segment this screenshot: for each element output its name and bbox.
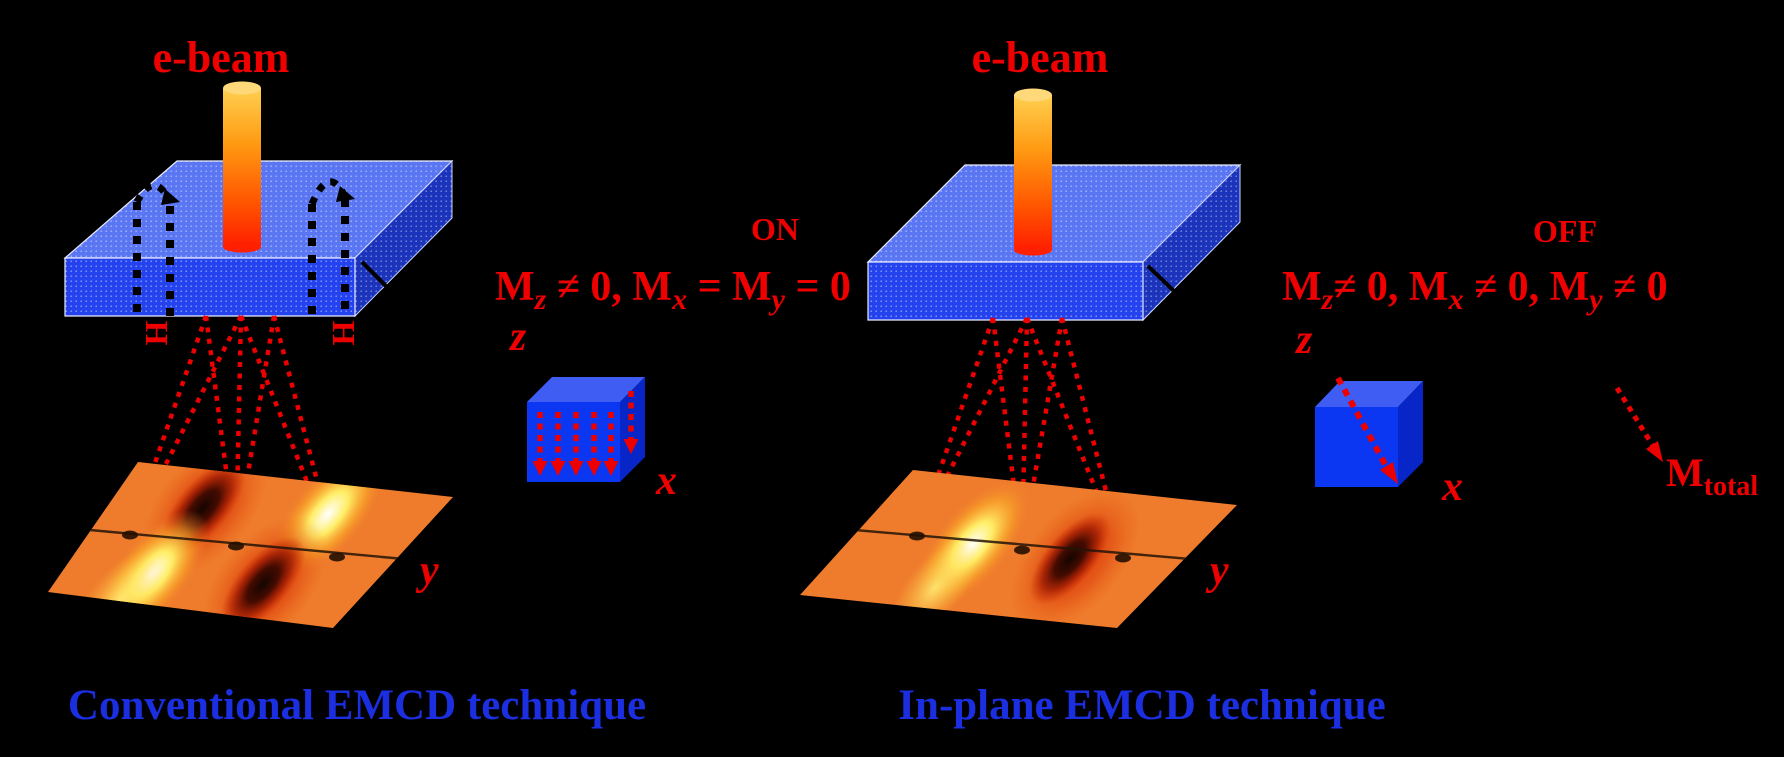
moment-arrowhead-icon <box>532 461 548 476</box>
heat-blob-dark <box>220 536 306 628</box>
left-magnetization-cube <box>527 377 645 482</box>
cube-top-face <box>527 377 645 402</box>
left-beam-bottom <box>223 241 261 253</box>
field-arc-right <box>308 178 347 206</box>
left-field-lines <box>133 178 355 316</box>
middle-magnetization-state: ON Mz ≠ 0, Mx = My = 0 z <box>495 211 851 504</box>
moment-arrowhead-icon <box>603 461 619 476</box>
right-beam-top <box>1014 88 1052 102</box>
beam-ray <box>233 315 277 547</box>
cube-side-face <box>1398 381 1423 487</box>
right-slab-top-texture <box>868 165 1240 262</box>
right-slab-front-texture <box>868 262 1143 320</box>
diffraction-spot <box>1014 545 1030 555</box>
field-arrowhead-left-icon <box>161 189 180 205</box>
right-caption: In-plane EMCD technique <box>898 682 1385 729</box>
right-x-axis-label: x <box>1441 464 1463 510</box>
eq-term: M <box>495 264 535 310</box>
right-magnetization-state: OFF Mz≠ 0, Mx ≠ 0, My ≠ 0 z x Mtotal <box>1282 213 1758 510</box>
moment-arrowhead-icon <box>568 461 584 476</box>
left-caption: Conventional EMCD technique <box>68 682 646 729</box>
eq-subscript: y <box>1586 283 1603 316</box>
right-ebeam-label: e-beam <box>972 33 1109 82</box>
left-slab-notch-line <box>360 260 392 292</box>
eq-term: M <box>732 264 772 310</box>
diffraction-spot <box>122 530 138 540</box>
left-systematic-row-line <box>89 528 416 562</box>
diffraction-spot <box>329 552 345 562</box>
cube-top-face <box>1315 381 1423 407</box>
mtotal-subscript: total <box>1704 471 1759 502</box>
eq-term: ≠ 0 <box>1603 264 1668 310</box>
beam-ray <box>238 315 340 558</box>
beam-ray <box>203 315 239 547</box>
mtotal-label: Mtotal <box>1666 450 1758 502</box>
right-beam-column <box>1014 95 1052 250</box>
tilted-moment-arrowhead-icon <box>1380 462 1398 484</box>
left-x-axis-label: x <box>655 458 677 504</box>
right-sample-slab <box>866 163 1242 322</box>
mtotal-arrow <box>1614 386 1656 448</box>
field-on-label: ON <box>751 211 799 247</box>
mtotal-vector: Mtotal <box>1614 386 1758 502</box>
left-beam-top <box>223 81 261 95</box>
cube-moment-arrows <box>537 391 634 461</box>
eq-term: = 0 <box>785 264 851 310</box>
right-ebeam-cylinder <box>1014 88 1052 256</box>
beam-ray <box>990 317 1025 551</box>
left-z-axis-label: z <box>508 314 527 360</box>
eq-term: ≠ 0, <box>1464 264 1550 310</box>
right-z-axis-label: z <box>1294 317 1313 363</box>
eq-subscript: z <box>1321 283 1334 316</box>
eq-subscript: x <box>671 283 687 316</box>
eq-term: = <box>687 264 732 310</box>
mtotal-arrowhead-icon <box>1646 441 1663 462</box>
left-ebeam-label: e-beam <box>153 33 290 82</box>
eq-subscript: x <box>1448 283 1464 316</box>
right-magnetization-equation: Mz≠ 0, Mx ≠ 0, My ≠ 0 <box>1282 264 1668 316</box>
right-slab-notch-line <box>1146 264 1178 295</box>
h-field-label-left: H <box>139 321 175 346</box>
eq-term: M <box>1550 264 1590 310</box>
h-field-label-right: H <box>326 321 362 346</box>
beam-ray <box>914 317 996 537</box>
moment-arrowhead-icon <box>550 461 566 476</box>
moment-arrowhead-icon <box>586 461 602 476</box>
right-beam-bottom <box>1014 244 1052 256</box>
beam-ray <box>1019 317 1030 551</box>
field-off-label: OFF <box>1533 213 1597 249</box>
field-arrowhead-right-icon <box>336 186 355 202</box>
left-beam-column <box>223 88 261 247</box>
heat-blob-dark <box>1029 513 1111 605</box>
beam-ray <box>233 315 244 547</box>
cube-front-face <box>1315 407 1398 487</box>
left-magnetization-equation: Mz ≠ 0, Mx = My = 0 <box>495 264 851 316</box>
right-magnetization-cube <box>1315 376 1423 487</box>
cube-moment-arrowheads <box>532 439 639 476</box>
eq-term: M <box>1282 264 1322 310</box>
diffraction-spot <box>228 541 244 551</box>
eq-subscript: z <box>534 283 547 316</box>
field-arc-left <box>133 182 170 204</box>
eq-term: M <box>1409 264 1449 310</box>
tilted-moment-arrow <box>1335 376 1389 468</box>
mtotal-main: M <box>1666 450 1704 495</box>
eq-term: M <box>632 264 672 310</box>
eq-subscript: y <box>769 283 786 316</box>
left-ebeam-cylinder <box>223 81 261 253</box>
beam-ray <box>127 315 209 536</box>
moment-arrowhead-icon <box>623 439 639 454</box>
diffraction-spot <box>1115 553 1131 563</box>
right-slab-side-texture <box>1143 165 1240 320</box>
eq-term: ≠ 0, <box>546 264 632 310</box>
beam-ray <box>1024 317 1126 559</box>
eq-term: ≠ 0, <box>1333 264 1409 310</box>
diffraction-spot <box>909 531 925 541</box>
